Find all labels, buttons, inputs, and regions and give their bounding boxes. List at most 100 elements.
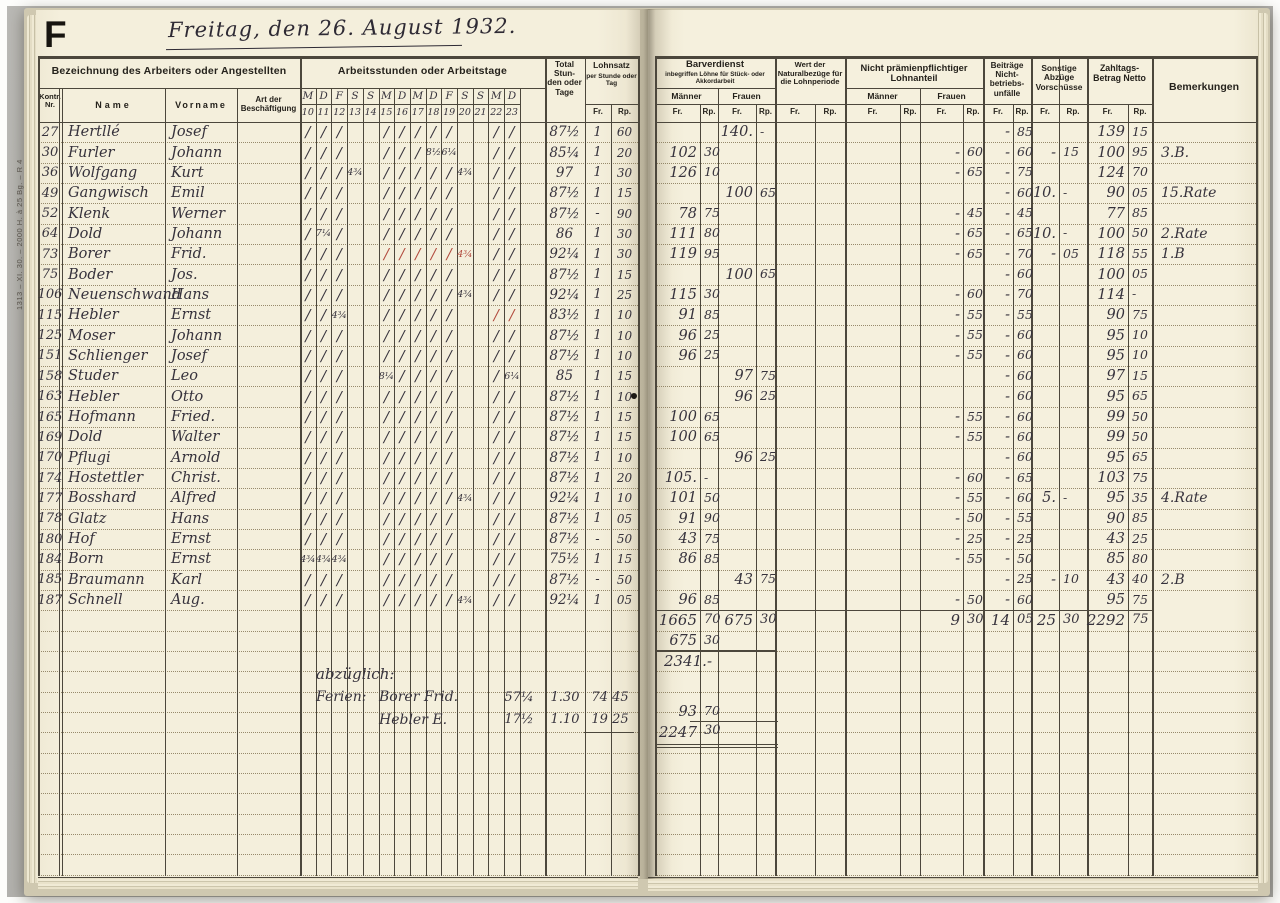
day-mark: / — [446, 550, 452, 569]
row-line — [655, 834, 1256, 836]
day-mark: / — [321, 163, 327, 182]
rate-fr: - — [595, 531, 600, 547]
day-mark: / — [305, 387, 311, 406]
bemerkung: 2.B — [1161, 571, 1185, 588]
rate-fr: 1 — [593, 124, 602, 140]
worker-name: Moser — [68, 327, 115, 344]
row-line — [655, 427, 1256, 429]
header-name: Name — [95, 100, 132, 110]
day-mark: / — [399, 530, 405, 549]
m-rp: 85 — [704, 306, 720, 322]
day-number: 16 — [395, 107, 409, 118]
day-number: 11 — [317, 107, 330, 118]
header-bottom-rule — [655, 121, 1256, 123]
grand-total: 2341.- — [664, 652, 713, 671]
f-fr: 97 — [734, 368, 753, 385]
m-fr: 1665 — [658, 611, 697, 630]
ferien-amount: 19 25 — [591, 712, 629, 727]
bemerkung: 1.B — [1161, 246, 1185, 263]
beit-rp: 60 — [1017, 408, 1033, 424]
day-mark: / — [305, 204, 311, 223]
f-rp: 25 — [760, 388, 776, 404]
rate-rp: 30 — [616, 247, 633, 262]
total-hours: 87½ — [549, 470, 580, 487]
rate-fr: 1 — [593, 470, 602, 486]
ferien-name: Hebler E. — [379, 711, 448, 728]
rate-fr: - — [595, 572, 600, 588]
day-mark: / — [336, 469, 342, 488]
day-letter: M — [380, 90, 392, 102]
total-hours: 85 — [555, 368, 574, 385]
total-hours: 87½ — [549, 347, 580, 364]
day-mark: / — [509, 550, 515, 569]
day-mark: / — [336, 591, 342, 610]
beit-rp: 85 — [1017, 123, 1033, 139]
sonst-rp: - — [1063, 225, 1068, 241]
np-fr: - — [955, 409, 960, 426]
worker-vorname: Alfred — [171, 490, 217, 507]
beit-fr: - — [1005, 449, 1010, 466]
day-mark: / — [415, 143, 421, 162]
m-rp: 50 — [704, 489, 720, 505]
total-hours: 75½ — [549, 551, 580, 568]
worker-vorname: Werner — [171, 205, 226, 222]
sonst-rp: - — [1063, 184, 1068, 200]
day-mark: / — [321, 469, 327, 488]
day-mark: / — [383, 306, 389, 325]
day-mark: / — [430, 346, 436, 365]
m-fr: 100 — [669, 429, 697, 446]
kontr-nr: 30 — [41, 145, 59, 161]
table-column-line — [1087, 56, 1089, 876]
row-line — [38, 162, 638, 164]
m-rp: 65 — [704, 408, 720, 424]
day-mark: / — [509, 509, 515, 528]
day-mark: / — [305, 428, 311, 447]
paper-edge — [648, 877, 1258, 878]
net-fr: 85 — [1106, 551, 1125, 568]
m-fr: 43 — [678, 531, 697, 548]
f-fr: 140. — [720, 124, 753, 141]
m-fr: 96 — [678, 327, 697, 344]
day-letter: D — [319, 90, 328, 102]
day-mark: / — [493, 570, 499, 589]
row-line — [38, 813, 638, 815]
kontr-nr: 64 — [41, 226, 59, 242]
day-mark: / — [493, 265, 499, 284]
day-mark: / — [430, 591, 436, 610]
worker-name: Schnell — [68, 592, 123, 609]
day-mark: / — [509, 224, 515, 243]
table-column-line — [611, 104, 612, 876]
day-mark: / — [493, 285, 499, 304]
np-rp: 60 — [967, 144, 983, 160]
header-lohnsatz: Lohnsatz — [593, 60, 630, 70]
day-mark: / — [336, 123, 342, 142]
day-mark: / — [399, 469, 405, 488]
worker-vorname: Frid. — [171, 246, 207, 263]
day-mark: / — [415, 530, 421, 549]
row-line — [38, 528, 638, 530]
day-mark: / — [305, 509, 311, 528]
day-number: 23 — [505, 107, 518, 118]
row-line — [655, 203, 1256, 205]
day-mark: / — [430, 408, 436, 427]
rate-rp: 30 — [616, 165, 633, 180]
worker-name: Hertllé — [68, 124, 120, 141]
col-label-fr: Fr. — [672, 107, 683, 116]
day-mark: / — [493, 591, 499, 610]
day-number: 18 — [427, 107, 440, 118]
kontr-nr: 151 — [37, 348, 63, 364]
day-mark: / — [415, 367, 421, 386]
day-mark: / — [305, 408, 311, 427]
rate-rp: 15 — [616, 267, 633, 282]
day-mark: / — [430, 204, 436, 223]
worker-vorname: Josef — [171, 124, 207, 141]
bemerkung: 3.B. — [1161, 144, 1190, 161]
np-fr: - — [955, 592, 960, 609]
rate-rp: 20 — [616, 145, 633, 160]
day-mark: / — [509, 285, 515, 304]
day-mark: / — [305, 245, 311, 264]
header-lohnsatz-fr: Fr. — [593, 107, 603, 116]
kontr-nr: 185 — [37, 572, 63, 588]
day-mark: / — [399, 489, 405, 508]
header-bemerkungen: Bemerkungen — [1168, 81, 1240, 93]
